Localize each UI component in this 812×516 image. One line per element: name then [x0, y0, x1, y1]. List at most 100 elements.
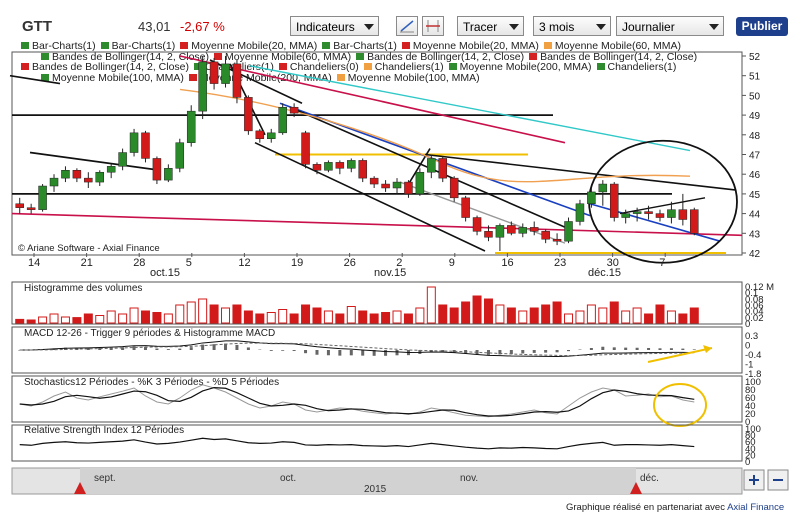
trend-line [619, 197, 706, 215]
candlestick-series [15, 56, 699, 252]
annotation-arrow [647, 347, 713, 363]
date-tick-label: 5 [186, 257, 192, 269]
legend-swatch [356, 52, 365, 60]
macd-histogram-bar [178, 348, 182, 350]
price-tick-label: 51 [749, 72, 761, 83]
publish-button[interactable]: Publier [736, 17, 788, 36]
rsi-panel-frame [11, 424, 743, 462]
stochastic-circle-annotation [653, 383, 707, 427]
volume-bar [243, 310, 253, 324]
volume-bar [609, 301, 619, 324]
volume-bar [358, 310, 368, 324]
macd-histogram-bar [109, 347, 113, 350]
macd-signal-line [19, 342, 695, 357]
legend-swatch [21, 63, 29, 70]
price-tick-label: 47 [749, 151, 761, 162]
legend-entry[interactable]: Bandes de Bollinger(14, 2, Close) [32, 61, 190, 73]
trend-line [399, 181, 566, 244]
candle-body [198, 61, 207, 112]
legend-entry[interactable]: Moyenne Mobile(200, MMA) [199, 71, 332, 84]
legend-entry[interactable]: Chandeliers(0) [289, 61, 359, 73]
indicators-dropdown-label: Indicateurs [296, 20, 355, 34]
candle-body [38, 185, 47, 210]
macd-panel-title: MACD 12-26 - Trigger 9 périodes & Histog… [24, 328, 275, 339]
volume-bar [198, 298, 208, 324]
draw-dropdown-label: Tracer [463, 20, 498, 34]
draw-dropdown[interactable]: Tracer [457, 16, 524, 36]
partner-link[interactable]: Axial Finance [727, 502, 785, 513]
date-tick-label: 30 [607, 257, 619, 269]
volume-bar [152, 312, 162, 324]
candle-body [415, 171, 425, 195]
legend-entry[interactable]: Bar-Charts(1) [32, 40, 96, 52]
volume-bar [129, 307, 139, 324]
date-tick-label: 14 [28, 257, 40, 269]
volume-bar [689, 307, 699, 324]
price-tick-label: 43 [749, 229, 761, 240]
legend-entry[interactable]: Moyenne Mobile(60, MMA) [554, 40, 681, 52]
price-tick-label: 50 [749, 91, 761, 102]
legend-entry[interactable]: Bandes de Bollinger(14, 2, Close) [367, 50, 525, 63]
legend-entry[interactable]: Moyenne Mobile(20, MMA) [412, 40, 539, 52]
volume-bars [15, 286, 699, 324]
candle-body [461, 197, 470, 218]
candle-body [221, 63, 230, 84]
legend-entry[interactable]: Moyenne Mobile(60, MMA) [225, 50, 352, 63]
candle-body [324, 162, 333, 171]
period-select-value: 3 mois [539, 20, 575, 34]
horizontal-line-tool-button[interactable] [422, 16, 444, 36]
legend-entry[interactable]: Moyenne Mobile(200, MMA) [459, 61, 592, 73]
macd-histogram-bar [441, 350, 445, 353]
zoom-out-button[interactable] [767, 469, 789, 491]
legend-entry[interactable]: Bar-Charts(1) [333, 40, 397, 52]
volume-bar [95, 315, 105, 324]
price-tick-label: 49 [749, 111, 761, 122]
volume-bar [449, 307, 459, 324]
volume-axis: 0.12 M0.10.080.060.040.020 [745, 282, 774, 330]
legend-entry[interactable]: Bandes de Bollinger(14, 2, Close) [52, 50, 210, 63]
axis-tick-label: 0 [745, 457, 750, 468]
volume-bar [575, 310, 585, 324]
legend-entry[interactable]: Moyenne Mobile(20, MMA) [191, 40, 318, 52]
candle-body [244, 97, 253, 132]
legend-entry[interactable]: Chandeliers(1) [374, 61, 444, 73]
candle-body [438, 158, 448, 179]
macd-line [19, 340, 695, 358]
stochastic-series [19, 383, 707, 427]
candle-body [61, 170, 70, 179]
candle-body [164, 168, 173, 181]
candle-body [404, 181, 413, 195]
legend-swatch [100, 42, 109, 49]
regression-line [589, 202, 721, 242]
legend-entry[interactable]: Moyenne Mobile(100, MMA) [347, 71, 480, 84]
candle-body [484, 231, 493, 238]
candle-body [49, 177, 59, 187]
candle-body [575, 203, 585, 222]
interval-select[interactable]: Journalier [616, 16, 724, 36]
chevron-down-icon [596, 24, 606, 30]
legend-entry[interactable]: Chandeliers(1) [607, 61, 677, 73]
navigator-selection[interactable] [80, 468, 636, 494]
volume-bar [495, 304, 505, 324]
chevron-down-icon [364, 24, 374, 30]
indicators-dropdown[interactable]: Indicateurs [290, 16, 379, 36]
candle-body [690, 209, 699, 234]
legend-entry[interactable]: Bandes de Bollinger(14, 2, Close) [540, 50, 698, 63]
navigator-left-handle[interactable] [74, 482, 86, 494]
macd-histogram-bar [166, 349, 170, 350]
trendline-tool-button[interactable] [396, 16, 418, 36]
navigator-right-handle[interactable] [630, 482, 642, 494]
period-select[interactable]: 3 mois [533, 16, 611, 36]
zoom-in-button[interactable] [743, 469, 765, 491]
macd-histogram-bar [326, 350, 330, 356]
chart-area[interactable]: 52 51 50 49 48 47 46 45 44 43 42 14 21 28 5 12 19 26 2 9 16… [0, 40, 812, 500]
axis-tick-label: 20 [745, 409, 756, 420]
candle-body [495, 225, 505, 238]
macd-series [18, 340, 713, 363]
legend-entry[interactable]: Bar-Charts(1) [111, 40, 176, 52]
axis-tick-label: 40 [745, 401, 756, 412]
candle-body [15, 203, 24, 208]
date-tick-label: 19 [291, 257, 303, 269]
legend-swatch [214, 52, 223, 60]
legend-entry[interactable]: Moyenne Mobile(100, MMA) [52, 71, 184, 84]
